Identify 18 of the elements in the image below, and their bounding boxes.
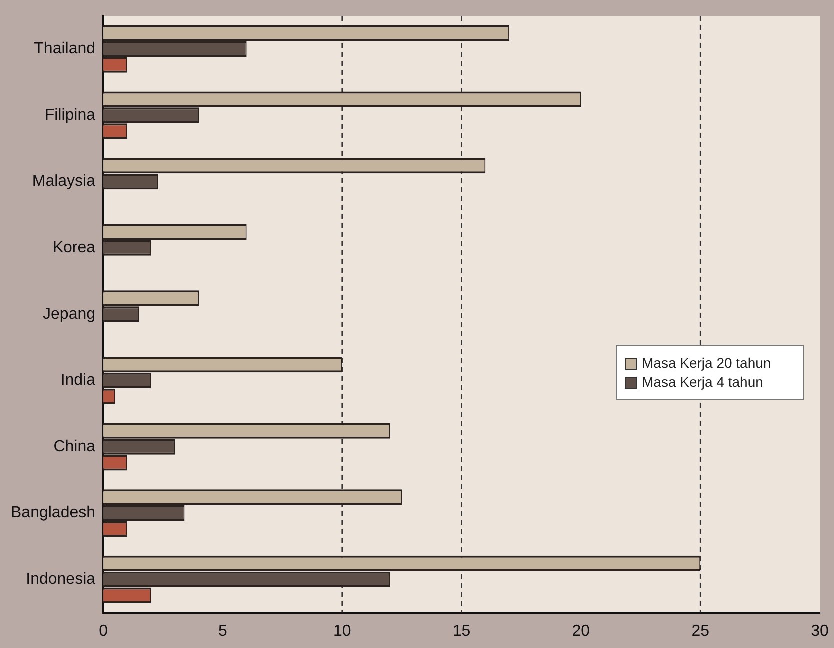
y-tick-label: India (60, 372, 96, 390)
y-tick-label: Thailand (34, 40, 96, 58)
x-tick-label: 15 (452, 622, 471, 640)
legend-label: Masa Kerja 4 tahun (642, 374, 764, 390)
y-tick-label: Indonesia (26, 571, 96, 588)
x-tick-label: 0 (99, 622, 108, 640)
y-tick-label: Malaysia (32, 173, 96, 190)
y-tick-label: Korea (52, 239, 96, 256)
x-tick-label: 5 (218, 622, 228, 640)
y-tick-label: Filipina (44, 106, 96, 124)
y-tick-label: Jepang (43, 306, 96, 323)
x-tick-label: 20 (572, 622, 590, 640)
y-tick-label: Bangladesh (11, 504, 96, 522)
y-tick-label: China (54, 438, 96, 456)
x-tick-label: 25 (692, 622, 710, 640)
x-tick-label: 10 (333, 622, 352, 640)
x-tick-label: 30 (811, 622, 829, 640)
legend-label: Masa Kerja 20 tahun (642, 355, 772, 371)
